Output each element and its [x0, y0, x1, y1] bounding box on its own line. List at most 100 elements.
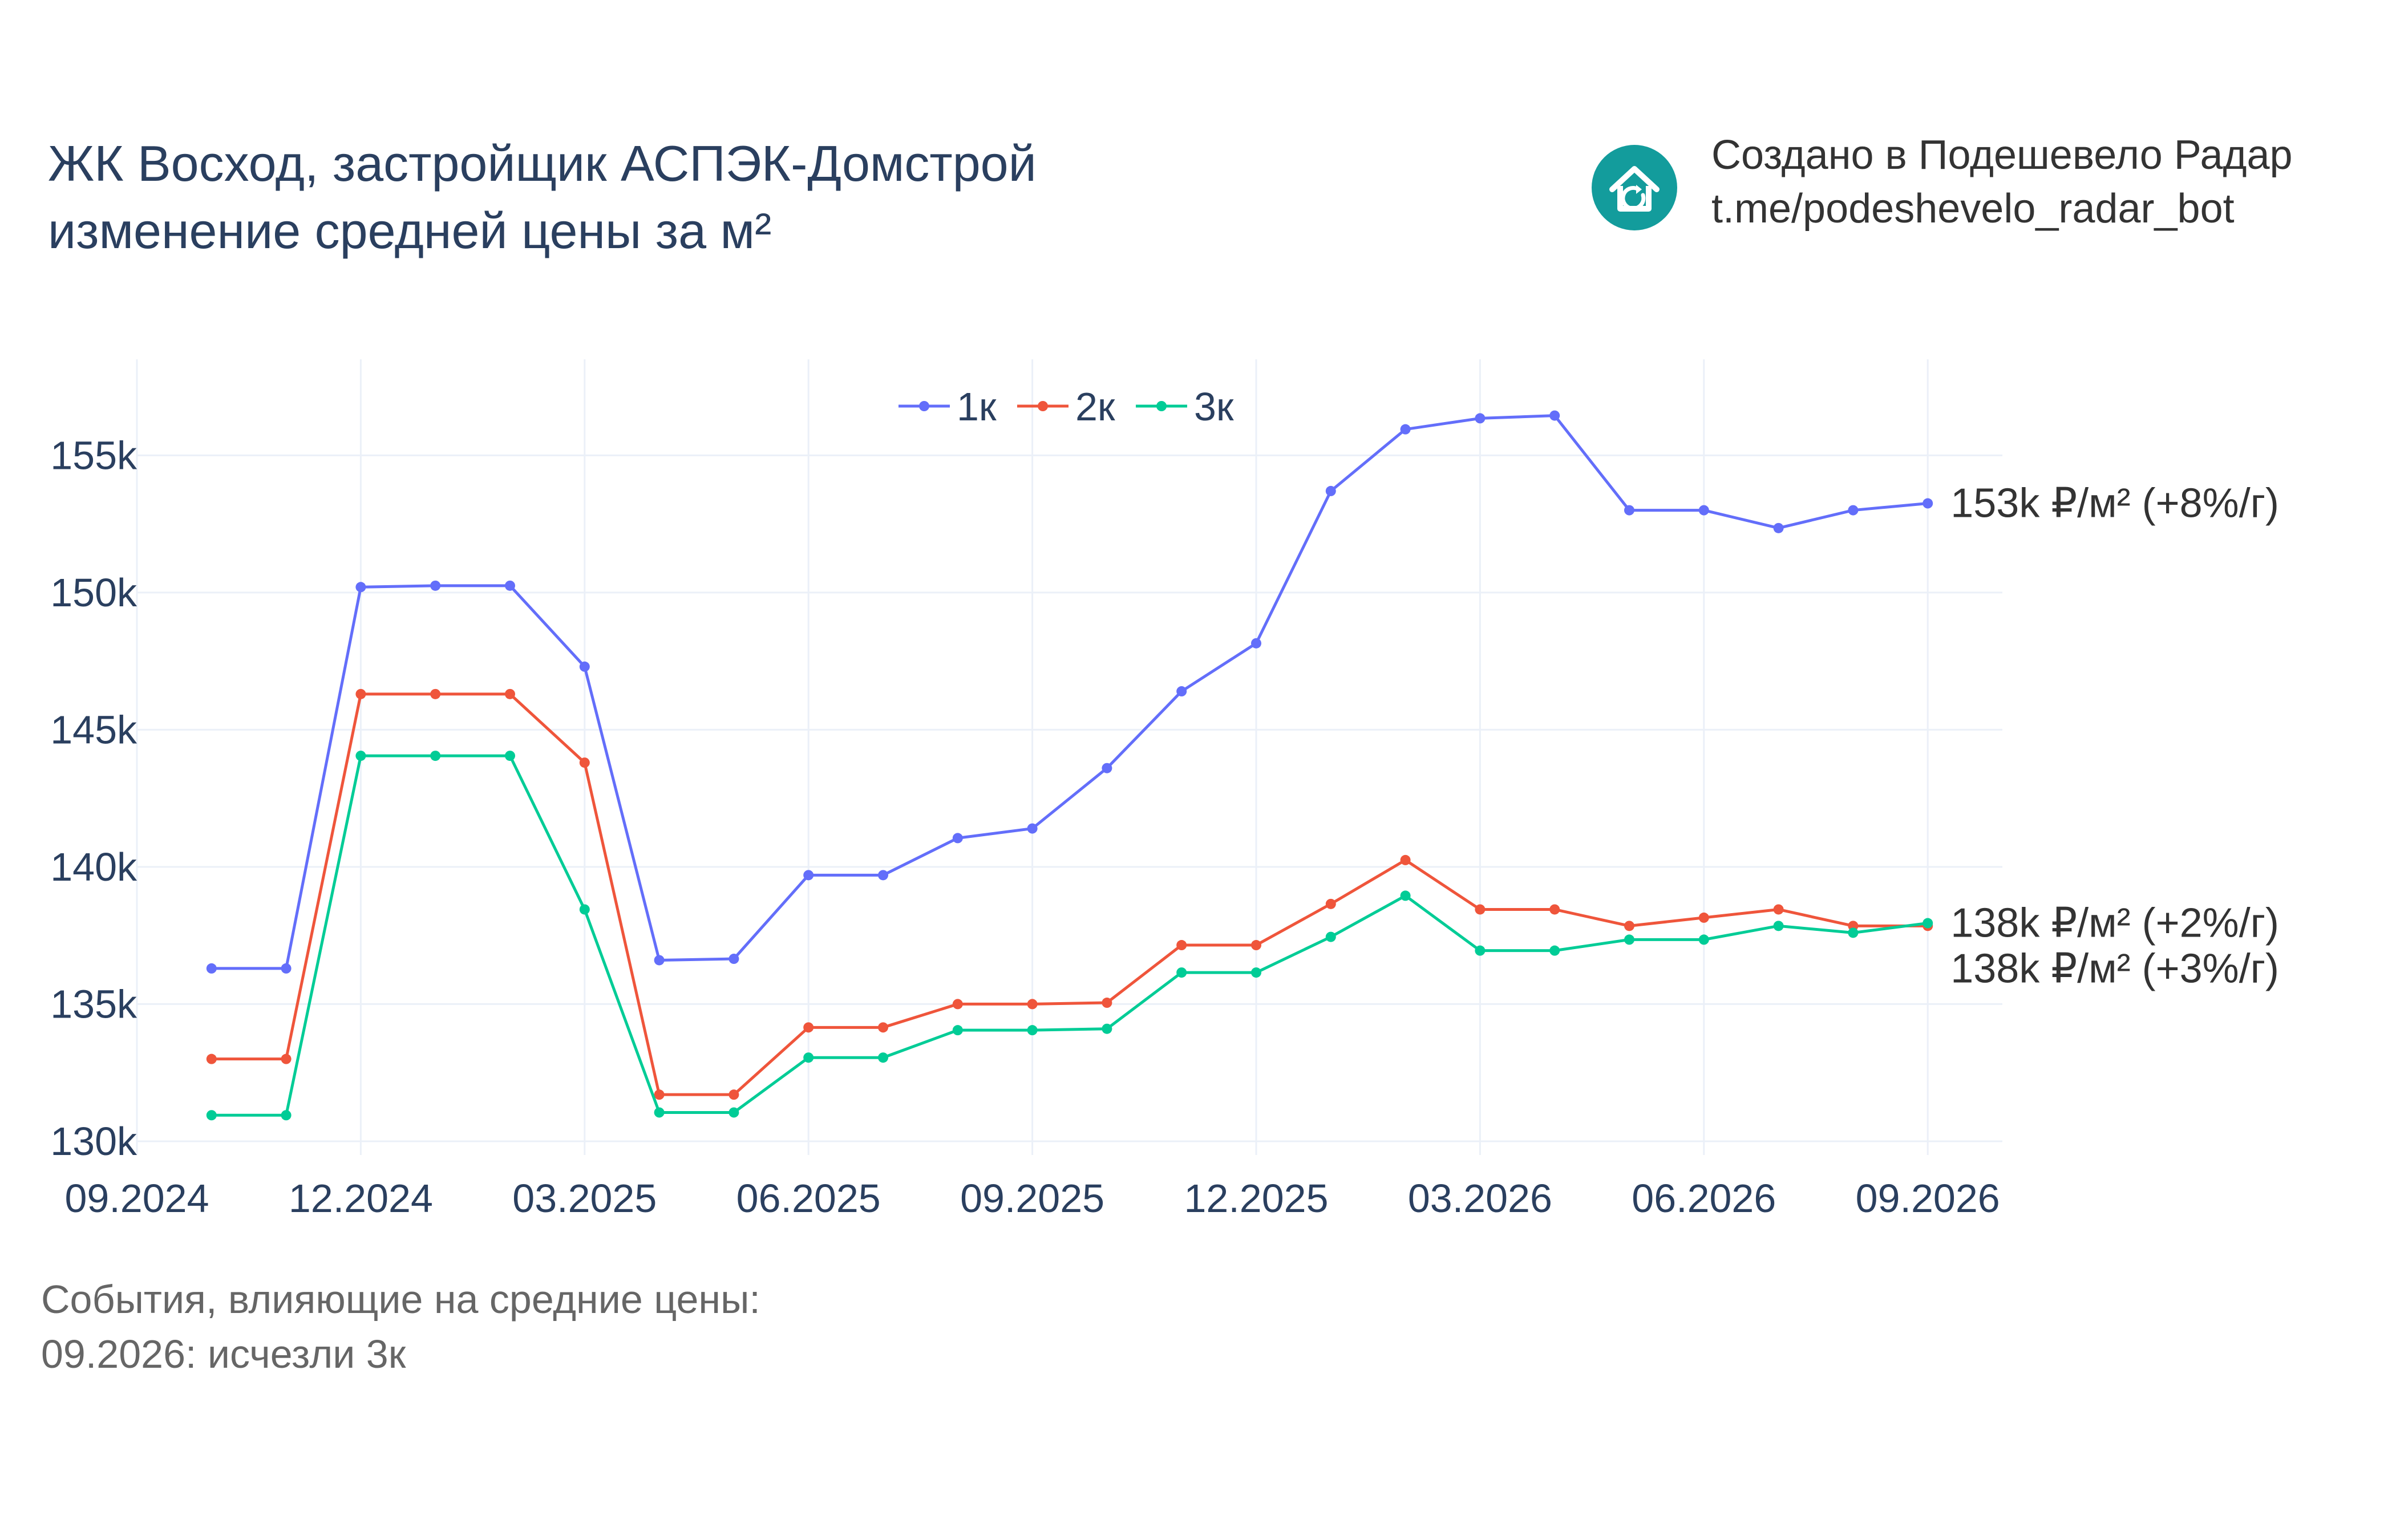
chart-title-line2: изменение средней цены за м²	[48, 202, 772, 259]
data-point	[206, 1110, 217, 1121]
data-point	[1848, 505, 1859, 516]
data-point	[1773, 522, 1784, 533]
data-point	[1773, 921, 1784, 931]
data-point	[1773, 904, 1784, 915]
legend-label: 2к	[1075, 384, 1115, 429]
x-tick-label: 03.2025	[512, 1176, 657, 1221]
data-point	[1251, 940, 1261, 951]
data-point	[952, 833, 963, 844]
data-point	[1624, 934, 1634, 945]
data-point	[1102, 763, 1112, 773]
data-point	[355, 751, 366, 761]
series-3к	[206, 751, 1933, 1121]
data-point	[1624, 921, 1634, 931]
data-point	[505, 688, 515, 699]
legend-item-3к[interactable]: 3к	[1136, 384, 1234, 429]
grid-lines	[136, 359, 2002, 1155]
x-tick-label: 09.2026	[1856, 1176, 2000, 1221]
data-point	[430, 751, 441, 761]
y-tick-label: 145k	[50, 707, 137, 752]
x-tick-label: 09.2024	[64, 1176, 209, 1221]
legend-label: 3к	[1194, 384, 1234, 429]
x-tick-label: 12.2024	[289, 1176, 433, 1221]
data-point	[878, 1052, 888, 1063]
data-point	[1923, 918, 1933, 929]
data-point	[1475, 945, 1486, 956]
data-point	[505, 580, 515, 591]
x-tick-label: 06.2025	[736, 1176, 881, 1221]
data-point	[1848, 927, 1859, 938]
data-point	[878, 1022, 888, 1033]
data-point	[206, 1053, 217, 1064]
data-point	[1400, 890, 1411, 901]
events-item: 09.2026: исчезли 3к	[41, 1332, 406, 1376]
data-point	[1475, 413, 1486, 424]
data-point	[1698, 934, 1709, 945]
series-2к	[206, 688, 1933, 1100]
end-label: 138k ₽/м² (+2%/г)	[1950, 901, 2279, 946]
legend-item-2к[interactable]: 2к	[1017, 384, 1115, 429]
x-tick-label: 12.2025	[1184, 1176, 1328, 1221]
chart-title-line1: ЖК Восход, застройщик АСПЭК-Домстрой	[48, 135, 1037, 192]
legend-item-1к[interactable]: 1к	[898, 384, 997, 429]
data-point	[355, 688, 366, 699]
data-point	[878, 870, 888, 881]
data-point	[1549, 904, 1560, 915]
data-point	[654, 1107, 665, 1118]
data-point	[1325, 485, 1336, 496]
data-point	[1176, 967, 1187, 978]
axis-ticks: 130k 135k 140k 145k 150k 155k 09.2024 12.2024 03…	[50, 433, 2000, 1221]
data-point	[952, 1025, 963, 1036]
end-label: 138k ₽/м² (+3%/г)	[1950, 946, 2279, 992]
data-point	[1325, 898, 1336, 909]
data-point	[1176, 940, 1187, 951]
data-point	[728, 1107, 739, 1118]
data-point	[1400, 424, 1411, 435]
data-point	[803, 870, 814, 881]
y-tick-label: 135k	[50, 982, 137, 1026]
data-point	[1251, 967, 1261, 978]
x-tick-label: 03.2026	[1408, 1176, 1552, 1221]
y-tick-label: 140k	[50, 845, 137, 889]
data-point	[1698, 912, 1709, 923]
data-point	[1400, 854, 1411, 865]
data-point	[1027, 999, 1038, 1010]
legend-label: 1к	[957, 384, 997, 429]
brand-link[interactable]: t.me/podeshevelo_radar_bot	[1711, 186, 2235, 232]
series-layer	[206, 410, 1933, 1121]
data-point	[579, 661, 590, 672]
data-point	[803, 1022, 814, 1033]
data-point	[1027, 823, 1038, 834]
data-point	[355, 582, 366, 593]
data-point	[1624, 505, 1634, 516]
data-point	[1325, 931, 1336, 942]
x-tick-label: 09.2025	[960, 1176, 1104, 1221]
legend[interactable]: 1к 2к 3к	[898, 384, 1234, 429]
data-point	[281, 1053, 292, 1064]
series-line	[211, 414, 1928, 970]
series-1к	[206, 410, 1933, 974]
data-point	[430, 580, 441, 591]
legend-marker	[1038, 401, 1048, 411]
data-point	[1102, 1023, 1112, 1034]
data-point	[1251, 638, 1261, 649]
data-point	[1475, 904, 1486, 915]
data-point	[206, 963, 217, 974]
data-point	[579, 757, 590, 768]
y-tick-label: 150k	[50, 570, 137, 615]
data-point	[1176, 686, 1187, 697]
data-point	[1102, 998, 1112, 1008]
events-block: События, влияющие на средние цены: 09.20…	[41, 1272, 760, 1381]
data-point	[728, 1089, 739, 1100]
end-label: 153k ₽/м² (+8%/г)	[1950, 481, 2279, 526]
end-labels: 153k ₽/м² (+8%/г) 138k ₽/м² (+2%/г)138k ₽…	[1950, 481, 2279, 992]
x-tick-label: 06.2026	[1632, 1176, 1776, 1221]
data-point	[952, 999, 963, 1010]
data-point	[654, 955, 665, 966]
data-point	[1549, 945, 1560, 956]
data-point	[1923, 498, 1933, 509]
data-point	[430, 688, 441, 699]
house-refresh-icon	[1592, 145, 1677, 230]
data-point	[803, 1052, 814, 1063]
data-point	[579, 904, 590, 915]
